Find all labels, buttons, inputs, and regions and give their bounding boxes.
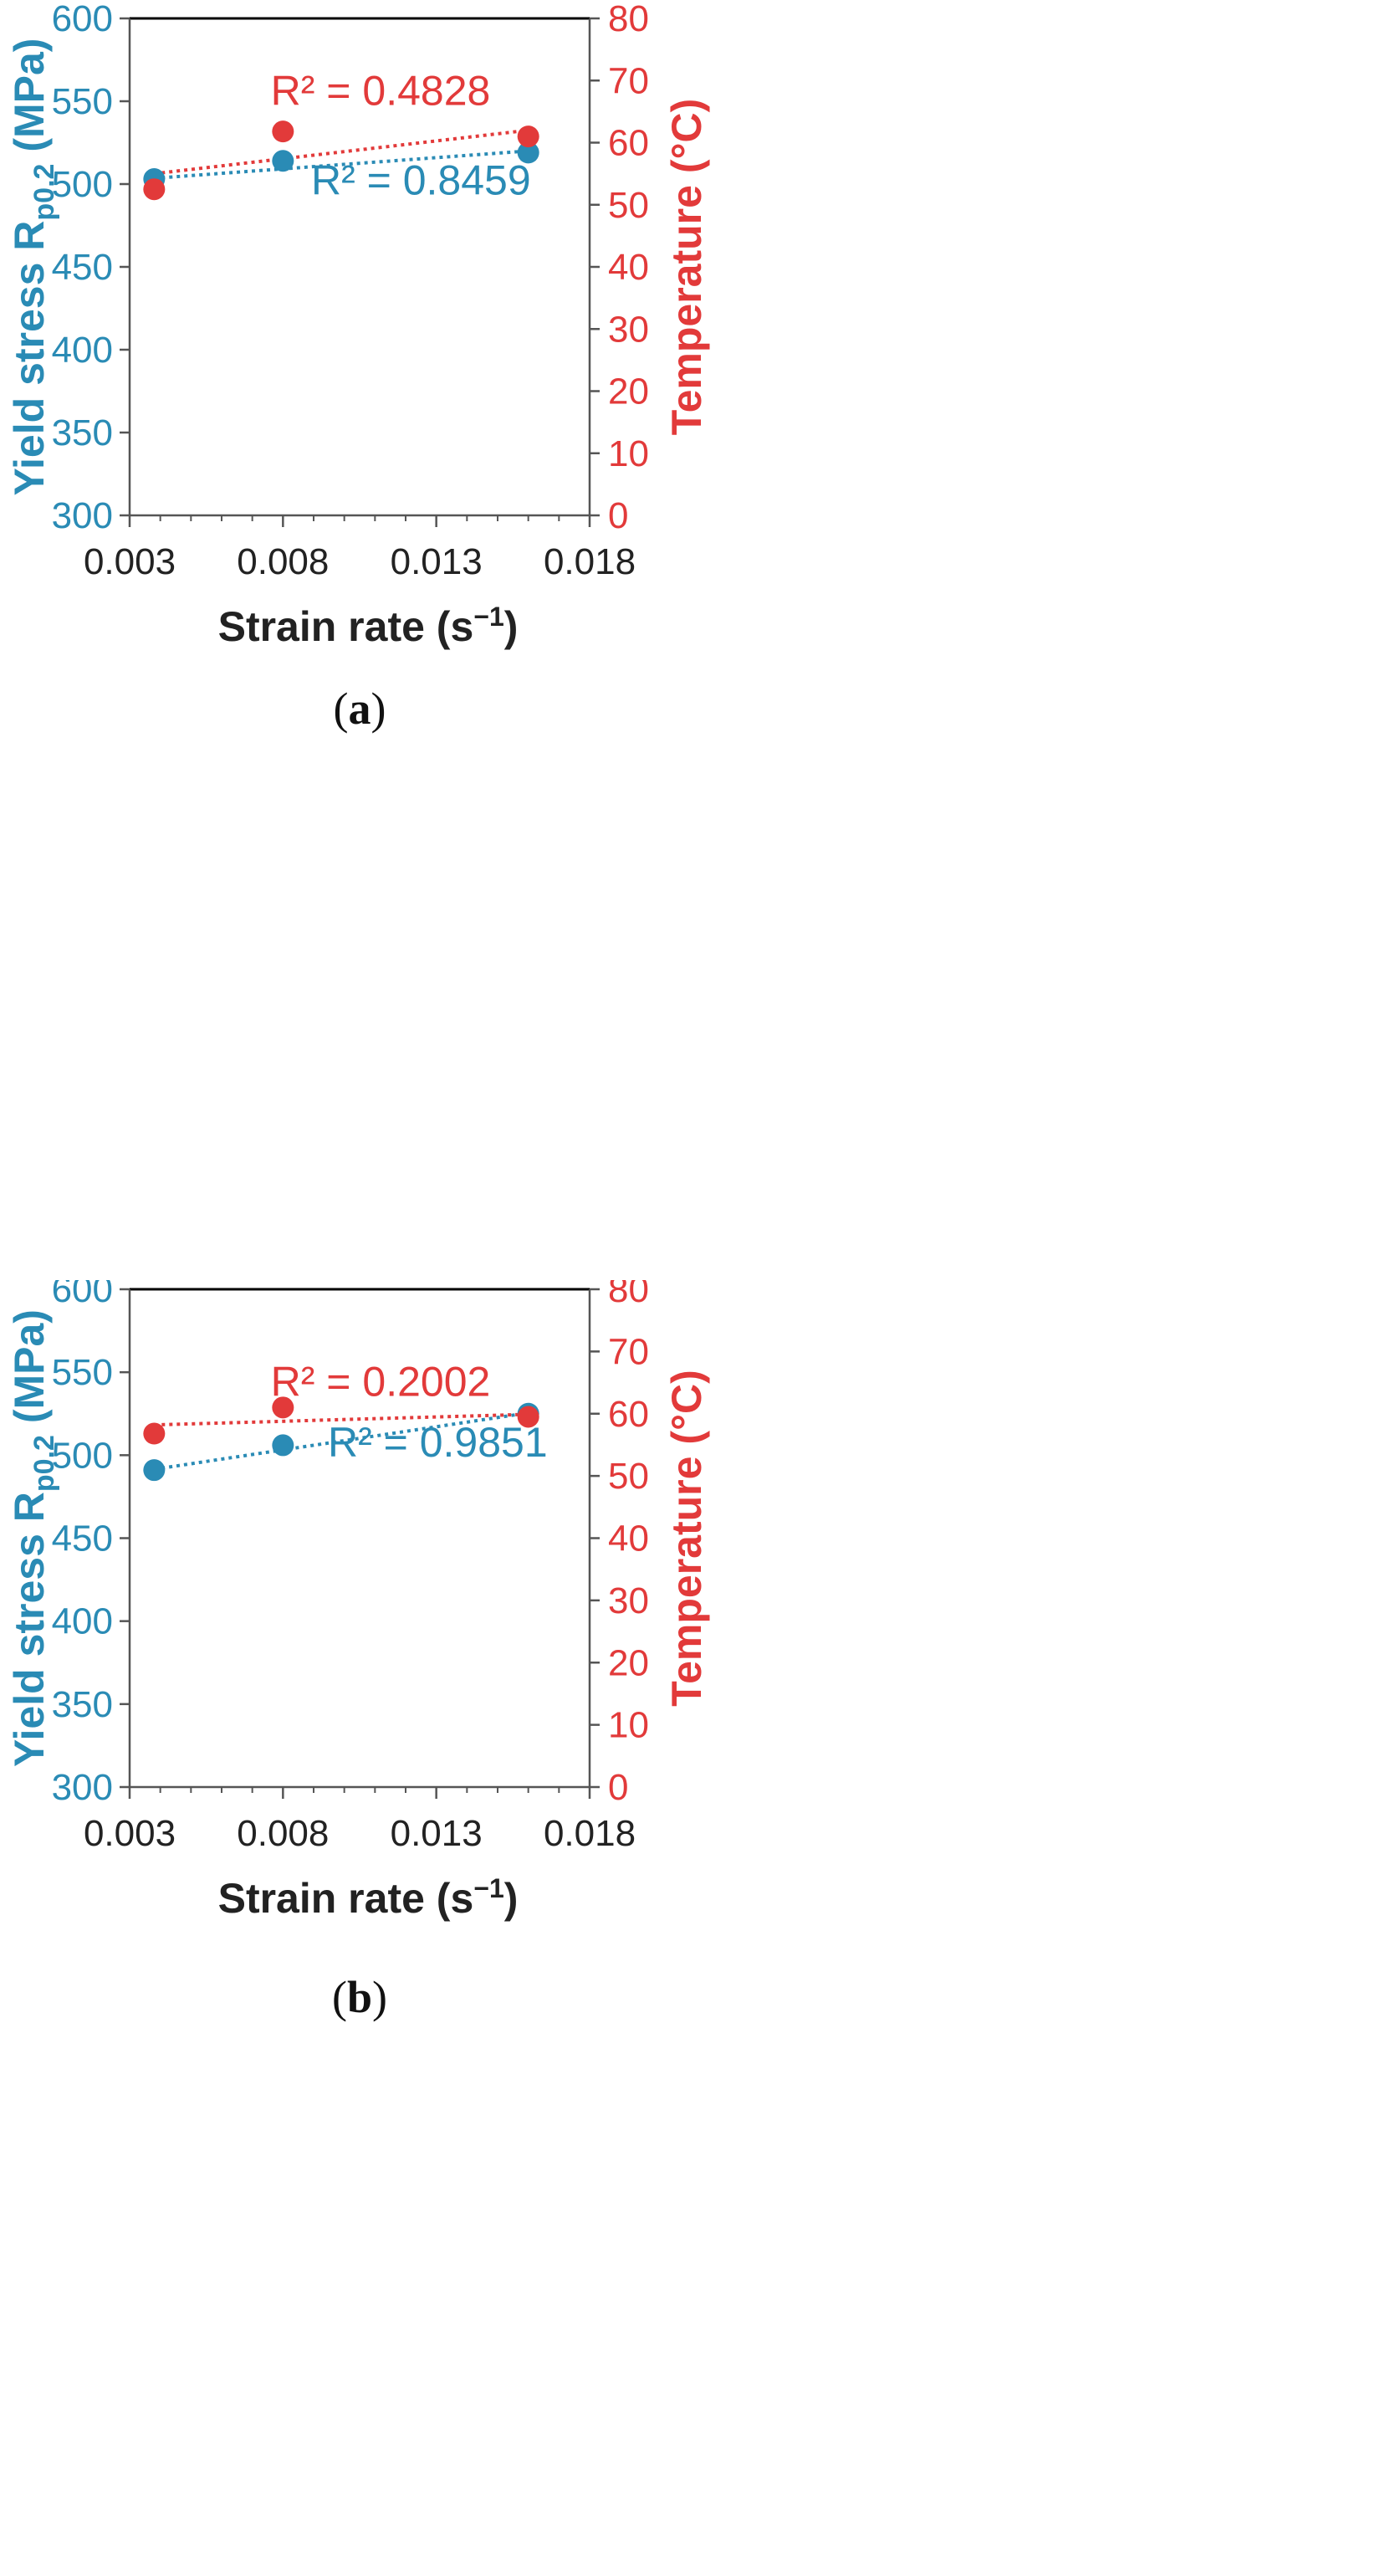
chart-b: 300 350 400 450 500 550 600 0 10 20 30 40 50 60 70 80 0.… (6, 1280, 710, 2022)
y-left-label-subscript: p0.2 (28, 164, 60, 221)
y-left-axis-label: Yield stress Rp0.2 (MPa) (6, 38, 60, 496)
y-left-label-subscript: p0.2 (28, 1435, 60, 1492)
y-left-label-main: Yield stress R (6, 221, 53, 496)
y-left-label-unit: (MPa) (6, 38, 53, 164)
y-left-label-main: Yield stress R (6, 1492, 53, 1767)
y-left-tick-label: 550 (52, 1352, 113, 1393)
temperature-point (143, 178, 166, 201)
panel-label-close: ) (371, 684, 386, 734)
temperature-r2-label: R² = 0.4828 (271, 68, 491, 115)
y-left-tick-label: 350 (52, 412, 113, 453)
yield-trendline (154, 149, 529, 181)
y-right-tick-label: 0 (608, 495, 628, 536)
x-tick-label: 0.008 (237, 541, 329, 582)
x-tick-label: 0.013 (391, 1813, 483, 1854)
temperature-trendline (154, 128, 529, 176)
x-axis-label-close: ) (504, 1875, 519, 1922)
y-right-tick-label: 80 (608, 0, 649, 39)
panel-label-close: ) (372, 1972, 387, 2022)
panel-label-letter: a (349, 684, 371, 734)
y-left-tick-label: 600 (52, 0, 113, 39)
y-right-label-text: Temperature (°C) (663, 99, 710, 435)
y-left-tick-label: 400 (52, 1601, 113, 1642)
x-axis-label-exponent: −1 (473, 602, 503, 632)
panel-label-letter: b (347, 1972, 372, 2022)
y-left-tick-label: 600 (52, 1280, 113, 1310)
y-left-tick-label: 500 (52, 1435, 113, 1476)
panel-label: (b) (332, 1972, 387, 2022)
yield-point (517, 141, 539, 164)
y-right-tick-label: 40 (608, 1518, 649, 1559)
x-tick-label: 0.003 (84, 541, 176, 582)
y-left-tick-label: 500 (52, 164, 113, 205)
yield-r2-label: R² = 0.8459 (311, 156, 531, 203)
y-right-tick-label: 30 (608, 309, 649, 350)
y-right-tick-label: 80 (608, 1280, 649, 1310)
x-axis-label: Strain rate (s−1) (218, 602, 519, 650)
y-right-tick-label: 70 (608, 1331, 649, 1372)
y-left-label-unit: (MPa) (6, 1309, 53, 1435)
x-tick-label: 0.013 (391, 541, 483, 582)
y-right-axis-label: Temperature (°C) (663, 99, 710, 435)
yield-point (143, 1459, 166, 1482)
x-tick-label: 0.018 (544, 541, 636, 582)
y-right-tick-label: 20 (608, 371, 649, 412)
y-right-tick-label: 40 (608, 247, 649, 288)
y-right-tick-label: 70 (608, 60, 649, 101)
y-right-tick-label: 60 (608, 123, 649, 164)
yield-trendline (154, 1411, 529, 1472)
temperature-point (272, 120, 294, 143)
y-left-tick-label: 450 (52, 247, 113, 288)
x-axis-label: Strain rate (s−1) (218, 1873, 519, 1922)
x-axis-label-text: Strain rate (s (218, 1875, 474, 1922)
yield-r2-label: R² = 0.9851 (328, 1419, 548, 1466)
panel-label-open: ( (332, 1972, 347, 2022)
y-left-tick-label: 350 (52, 1684, 113, 1725)
temperature-trendline (154, 1412, 529, 1427)
y-right-tick-label: 10 (608, 1705, 649, 1746)
y-left-tick-label: 300 (52, 1767, 113, 1808)
y-right-tick-label: 50 (608, 1456, 649, 1497)
y-left-axis-label: Yield stress Rp0.2 (MPa) (6, 1309, 60, 1767)
y-left-tick-label: 550 (52, 81, 113, 122)
x-axis-label-close: ) (504, 603, 519, 650)
y-right-tick-label: 60 (608, 1394, 649, 1435)
x-tick-label: 0.008 (237, 1813, 329, 1854)
temperature-r2-label: R² = 0.2002 (271, 1358, 491, 1405)
x-axis-label-text: Strain rate (s (218, 603, 474, 650)
panel-label-open: ( (334, 684, 349, 734)
y-left-tick-label: 300 (52, 495, 113, 536)
y-right-tick-label: 30 (608, 1580, 649, 1621)
temperature-point (143, 1422, 166, 1445)
y-right-tick-label: 20 (608, 1642, 649, 1683)
y-left-tick-label: 400 (52, 330, 113, 371)
y-right-axis-label: Temperature (°C) (663, 1370, 710, 1706)
panel-label: (a) (334, 684, 386, 734)
yield-point (272, 1434, 294, 1457)
y-right-label-text: Temperature (°C) (663, 1370, 710, 1706)
y-right-tick-label: 0 (608, 1767, 628, 1808)
x-axis-label-exponent: −1 (473, 1873, 503, 1903)
yield-point (272, 150, 294, 172)
temperature-point (517, 125, 539, 148)
temperature-point (272, 1396, 294, 1419)
y-right-tick-label: 50 (608, 185, 649, 226)
chart-a: 300 350 400 450 500 550 600 0 10 20 30 40 50 60 70 80 0.… (6, 0, 710, 734)
x-tick-label: 0.018 (544, 1813, 636, 1854)
x-tick-label: 0.003 (84, 1813, 176, 1854)
y-right-tick-label: 10 (608, 433, 649, 474)
y-left-tick-label: 450 (52, 1518, 113, 1559)
temperature-point (517, 1406, 539, 1428)
